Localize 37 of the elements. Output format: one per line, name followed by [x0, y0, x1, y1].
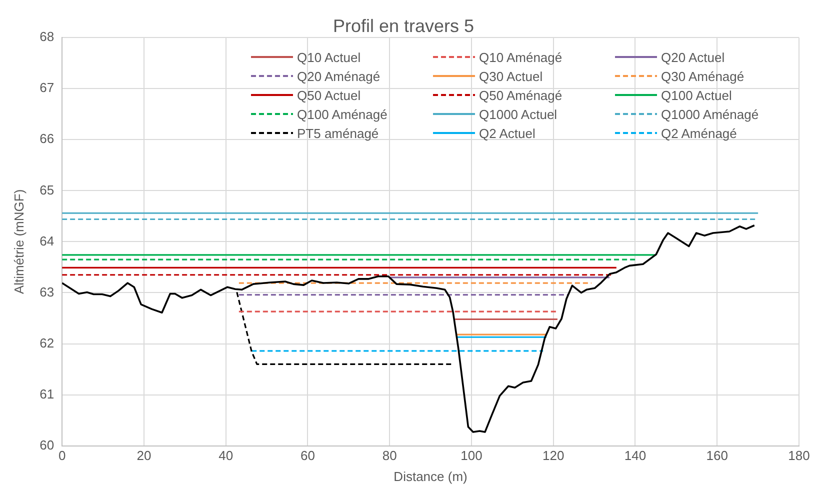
x-tick-label: 20: [136, 448, 152, 464]
x-tick-label: 40: [218, 448, 234, 464]
legend-label: Q10 Actuel: [297, 50, 361, 64]
legend-label: Q1000 Actuel: [479, 106, 558, 122]
y-tick-label: 65: [40, 182, 54, 198]
y-tick-label: 62: [40, 335, 54, 350]
legend-label: Q20 Actuel: [661, 50, 725, 64]
x-tick-label: 100: [460, 448, 482, 464]
y-tick-label: 63: [40, 284, 54, 300]
legend-label: Q2 Actuel: [479, 126, 536, 140]
y-tick-label: 67: [40, 80, 54, 96]
legend-label: Q100 Aménagé: [297, 106, 388, 122]
x-tick-label: 180: [788, 448, 810, 464]
legend-label: Q100 Actuel: [661, 88, 732, 102]
legend-label: Q1000 Aménagé: [661, 106, 759, 122]
legend-label: Q50 Aménagé: [479, 88, 562, 102]
legend-label: Q30 Aménagé: [661, 68, 744, 84]
chart-title: Profil en travers 5: [332, 16, 474, 36]
x-tick-label: 0: [58, 448, 66, 464]
x-axis-title: Distance (m): [394, 468, 468, 484]
y-tick-label: 66: [40, 131, 54, 146]
x-tick-label: 80: [382, 448, 397, 464]
legend-label: Q50 Actuel: [297, 88, 361, 102]
legend-label: Q2 Aménagé: [661, 126, 737, 140]
x-tick-label: 160: [706, 448, 728, 464]
y-tick-label: 60: [40, 437, 54, 452]
legend-label: PT5 aménagé: [297, 126, 379, 140]
y-tick-label: 64: [40, 233, 54, 248]
x-tick-label: 140: [624, 448, 646, 464]
x-tick-label: 60: [300, 448, 315, 464]
y-axis-title: Altimétrie (mNGF): [11, 189, 26, 294]
y-tick-label: 68: [40, 29, 54, 44]
legend-label: Q10 Aménagé: [479, 50, 562, 64]
x-tick-label: 120: [542, 448, 564, 464]
legend-label: Q30 Actuel: [479, 68, 543, 84]
legend-label: Q20 Aménagé: [297, 68, 380, 84]
y-tick-label: 61: [40, 386, 54, 402]
